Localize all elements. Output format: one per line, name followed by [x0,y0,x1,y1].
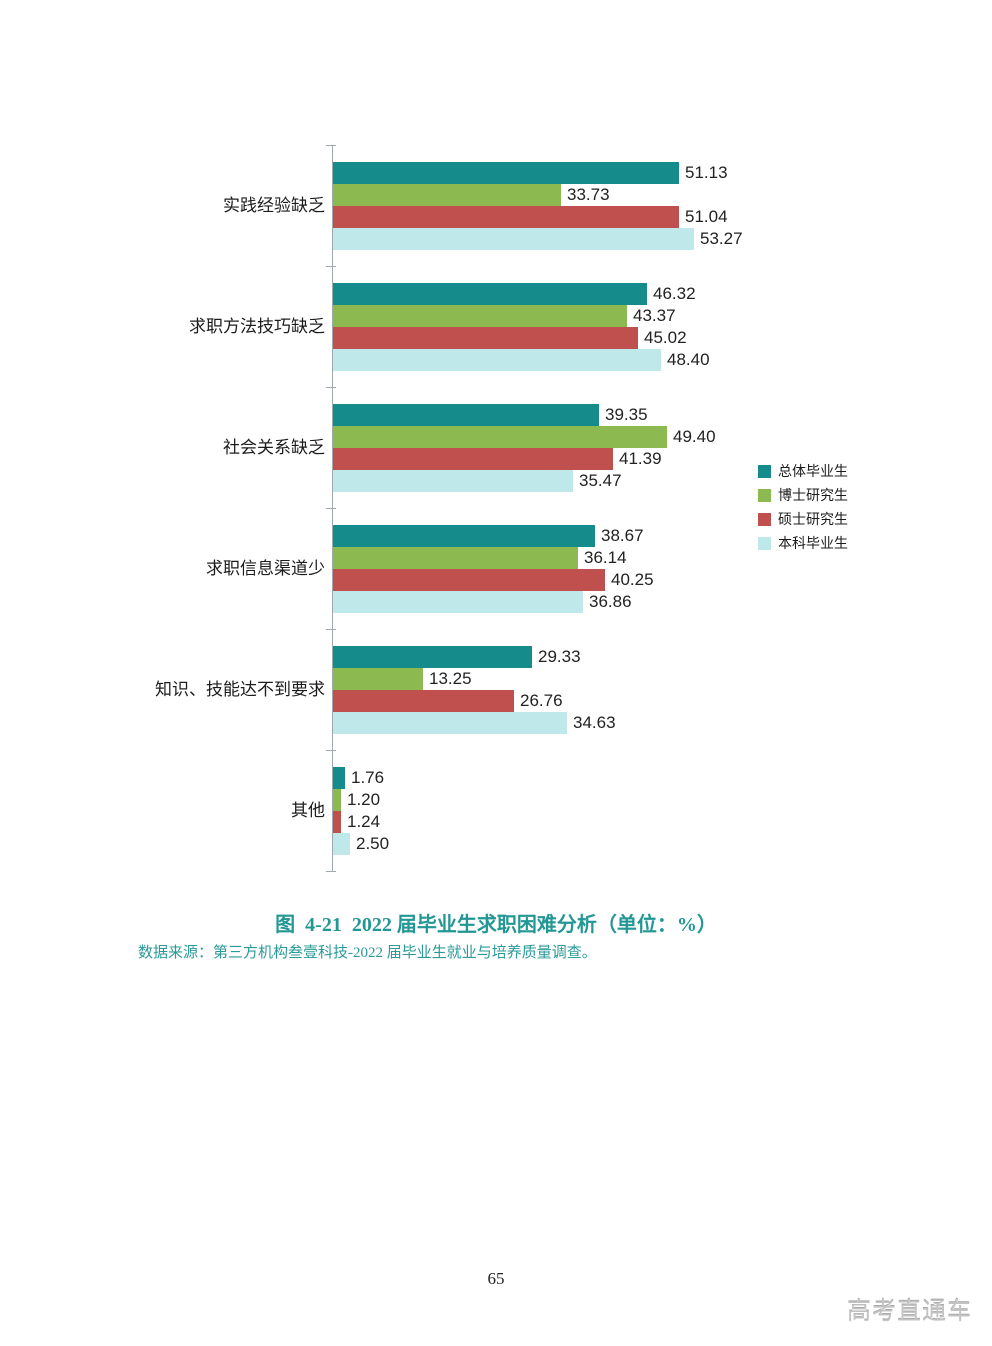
value-label: 49.40 [673,427,716,446]
value-label: 35.47 [579,471,622,490]
value-label: 26.76 [520,691,563,710]
bar-博士研究生 [333,668,423,690]
value-label: 34.63 [573,713,616,732]
legend-label: 硕士研究生 [778,513,848,528]
bar-总体毕业生 [333,646,532,668]
value-label: 13.25 [429,669,472,688]
value-label: 36.86 [589,592,632,611]
bar-博士研究生 [333,305,627,327]
bar-博士研究生 [333,789,341,811]
category-label: 知识、技能达不到要求 [155,680,325,699]
bar-硕士研究生 [333,690,514,712]
value-label: 2.50 [356,834,390,853]
axis-tick [326,266,336,267]
watermark: 高考直通车 [847,1299,972,1325]
bar-本科毕业生 [333,712,567,734]
legend-item: 本科毕业生 [758,531,848,555]
value-label: 46.32 [653,284,696,303]
legend-label: 本科毕业生 [778,537,848,552]
category-label: 求职方法技巧缺乏 [189,317,325,336]
category-label: 实践经验缺乏 [223,196,325,215]
bar-硕士研究生 [333,327,638,349]
value-label: 1.76 [351,768,385,787]
bar-博士研究生 [333,184,561,206]
value-label: 48.40 [667,350,710,369]
value-label: 1.20 [347,790,381,809]
legend-item: 博士研究生 [758,483,848,507]
bar-本科毕业生 [333,591,583,613]
legend-item: 总体毕业生 [758,459,848,483]
value-label: 40.25 [611,570,654,589]
legend-item: 硕士研究生 [758,507,848,531]
bar-博士研究生 [333,426,667,448]
bar-总体毕业生 [333,525,595,547]
legend-color-swatch [758,464,771,478]
bar-本科毕业生 [333,349,661,371]
value-label: 39.35 [605,405,648,424]
category-label: 社会关系缺乏 [223,438,325,457]
bar-本科毕业生 [333,833,350,855]
bar-硕士研究生 [333,811,341,833]
axis-tick [326,750,336,751]
value-label: 38.67 [601,526,644,545]
value-label: 41.39 [619,449,662,468]
bar-本科毕业生 [333,470,573,492]
value-label: 51.04 [685,207,728,226]
axis-tick [326,508,336,509]
category-label: 求职信息渠道少 [206,559,325,578]
bar-总体毕业生 [333,767,345,789]
value-label: 1.24 [347,812,381,831]
axis-tick [326,145,336,146]
legend-label: 总体毕业生 [778,465,848,480]
value-label: 36.14 [584,548,627,567]
value-label: 53.27 [700,229,743,248]
value-label: 33.73 [567,185,610,204]
value-label: 51.13 [685,163,728,182]
category-label: 其他 [291,801,325,820]
axis-tick [326,387,336,388]
value-label: 43.37 [633,306,676,325]
legend-color-swatch [758,512,771,526]
value-label: 45.02 [644,328,687,347]
bar-博士研究生 [333,547,578,569]
axis-tick [326,629,336,630]
bar-硕士研究生 [333,206,679,228]
value-label: 29.33 [538,647,581,666]
bar-总体毕业生 [333,283,647,305]
legend-color-swatch [758,536,771,550]
bar-硕士研究生 [333,448,613,470]
legend-color-swatch [758,488,771,502]
legend-label: 博士研究生 [778,489,848,504]
page-number: 65 [487,1269,505,1288]
chart-title: 图 4-21 2022 届毕业生求职困难分析（单位：%） [275,914,717,936]
bar-总体毕业生 [333,404,599,426]
axis-tick [326,871,336,872]
chart-source-note: 数据来源：第三方机构叁壹科技-2022 届毕业生就业与培养质量调查。 [138,945,597,961]
bar-总体毕业生 [333,162,679,184]
bar-本科毕业生 [333,228,694,250]
bar-硕士研究生 [333,569,605,591]
chart-legend: 总体毕业生博士研究生硕士研究生本科毕业生 [758,459,848,555]
